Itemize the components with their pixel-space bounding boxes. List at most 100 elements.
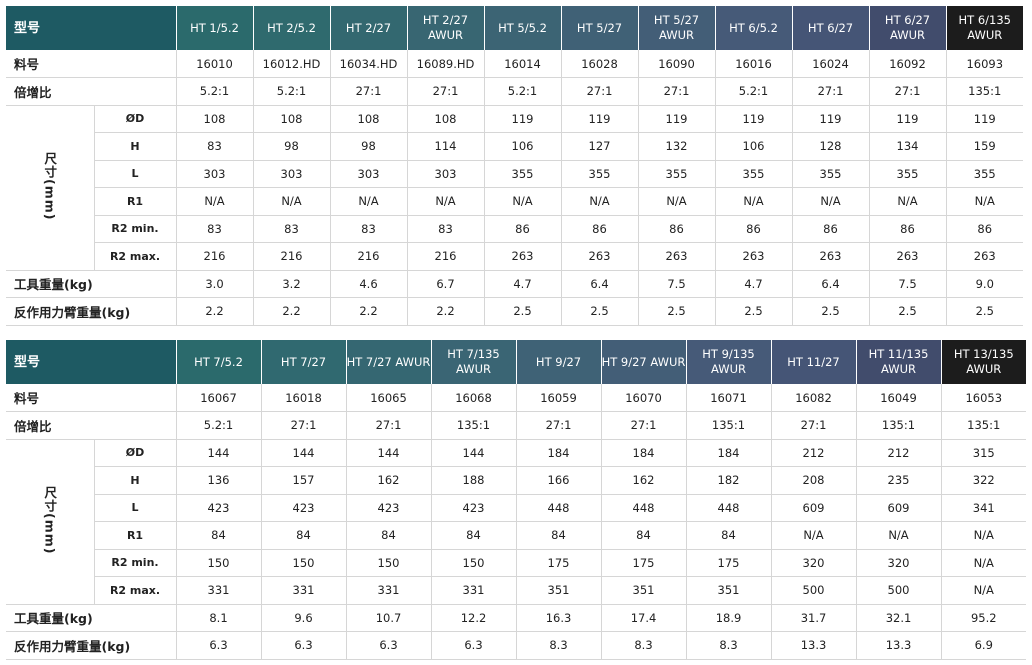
table-cell: 10.7 (346, 604, 432, 632)
table-cell: 188 (431, 466, 517, 495)
table-cell: 2.5 (484, 297, 562, 326)
dimension-sub-label: R2 max. (94, 242, 177, 271)
model-header-cell: HT 6/135 AWUR (946, 6, 1023, 50)
table-cell: 119 (715, 105, 793, 133)
row-label: 倍增比 (6, 411, 177, 440)
table-cell: 423 (346, 494, 432, 522)
model-header-cell: HT 11/135 AWUR (856, 340, 942, 384)
table-cell: 355 (484, 160, 562, 188)
table-cell: 12.2 (431, 604, 517, 632)
table-cell: 6.3 (431, 631, 517, 660)
model-header-cell: HT 5/27 (561, 6, 639, 50)
table-cell: 16018 (261, 384, 347, 412)
table-cell: 355 (715, 160, 793, 188)
table-cell: 83 (330, 215, 408, 243)
table-cell: 162 (346, 466, 432, 495)
table-cell: 423 (176, 494, 262, 522)
table-cell: 157 (261, 466, 347, 495)
table-cell: 27:1 (792, 77, 870, 106)
table-cell: 320 (771, 549, 857, 577)
table-cell: 150 (346, 549, 432, 577)
row-label: 倍增比 (6, 77, 177, 106)
dimension-row: L 303 303 303 303 355 355 355 355 355 355 355 (6, 160, 1023, 188)
arm-weight-row: 反作用力臂重量(kg) 6.3 6.3 6.3 6.3 8.3 8.3 8.3 13.3 13.3… (6, 631, 1026, 660)
dimension-sub-label: R1 (94, 521, 177, 550)
spec-table-2: 型号 HT 7/5.2 HT 7/27 HT 7/27 AWUR HT 7/135 A… (6, 340, 1026, 660)
table-cell: 212 (856, 439, 942, 467)
table-cell: 13.3 (856, 631, 942, 660)
table-cell: 175 (686, 549, 772, 577)
table-cell: 2.5 (946, 297, 1023, 326)
table-cell: 27:1 (771, 411, 857, 440)
table-cell: 108 (253, 105, 331, 133)
dimension-row: 尺寸(mm) ØD 144 144 144 144 184 184 184 212 212 315 (6, 439, 1026, 605)
table-cell: 216 (176, 242, 254, 271)
table-cell: 134 (869, 132, 947, 161)
dimension-sub-label: H (94, 132, 177, 161)
model-header-cell: HT 5/27 AWUR (638, 6, 716, 50)
dimension-sub-label: R1 (94, 187, 177, 216)
dimension-row: R2 max. 331 331 331 331 351 351 351 500 500 N/A (6, 576, 1026, 605)
table-cell: 150 (261, 549, 347, 577)
table-cell: 27:1 (869, 77, 947, 106)
table-cell: 98 (253, 132, 331, 161)
table-cell: 6.9 (941, 631, 1026, 660)
table-cell: 16028 (561, 50, 639, 78)
table-cell: 95.2 (941, 604, 1026, 632)
table-cell: 8.3 (516, 631, 602, 660)
model-header-cell: HT 13/135 AWUR (941, 340, 1026, 384)
table-cell: 16071 (686, 384, 772, 412)
table-cell: 6.3 (261, 631, 347, 660)
table-cell: 16016 (715, 50, 793, 78)
table-cell: 16090 (638, 50, 716, 78)
table-cell: 331 (346, 576, 432, 605)
dimension-row: H 136 157 162 188 166 162 182 208 235 322 (6, 466, 1026, 495)
table-cell: 83 (253, 215, 331, 243)
table-cell: 84 (261, 521, 347, 550)
table-cell: 263 (638, 242, 716, 271)
table-cell: 83 (176, 132, 254, 161)
spec-table-1: 型号 HT 1/5.2 HT 2/5.2 HT 2/27 HT 2/27 AWUR HT… (6, 6, 1023, 326)
table-cell: 320 (856, 549, 942, 577)
table-cell: N/A (561, 187, 639, 216)
table-cell: 182 (686, 466, 772, 495)
table-cell: N/A (869, 187, 947, 216)
table-cell: 84 (601, 521, 687, 550)
table-cell: 144 (261, 439, 347, 467)
dimension-sub-label: L (94, 494, 177, 522)
table-cell: 9.6 (261, 604, 347, 632)
row-label: 工具重量(kg) (6, 270, 177, 298)
table-cell: 86 (792, 215, 870, 243)
table-cell: 263 (715, 242, 793, 271)
table-cell: 235 (856, 466, 942, 495)
table-cell: 106 (484, 132, 562, 161)
table-cell: N/A (407, 187, 485, 216)
table-cell: 114 (407, 132, 485, 161)
table-cell: 144 (431, 439, 517, 467)
table-cell: 303 (253, 160, 331, 188)
dimension-row: R1 N/A N/A N/A N/A N/A N/A N/A N/A N/A N/A N/A (6, 187, 1023, 216)
table-cell: N/A (330, 187, 408, 216)
table-cell: 500 (856, 576, 942, 605)
table-cell: 5.2:1 (176, 411, 262, 440)
table-cell: 135:1 (946, 77, 1023, 106)
dimension-label-text: 尺寸(mm) (42, 151, 58, 221)
table-cell: 331 (176, 576, 262, 605)
table-cell: 331 (431, 576, 517, 605)
table-cell: 16082 (771, 384, 857, 412)
model-header-cell: HT 9/27 (516, 340, 602, 384)
table-cell: 16068 (431, 384, 517, 412)
table-cell: 355 (869, 160, 947, 188)
model-header-cell: HT 11/27 (771, 340, 857, 384)
table-cell: 119 (792, 105, 870, 133)
table-cell: 136 (176, 466, 262, 495)
table-cell: 5.2:1 (176, 77, 254, 106)
table-cell: 144 (176, 439, 262, 467)
table-cell: 448 (601, 494, 687, 522)
table-cell: 31.7 (771, 604, 857, 632)
table-cell: 98 (330, 132, 408, 161)
table-cell: 150 (431, 549, 517, 577)
table-cell: 208 (771, 466, 857, 495)
model-header-cell: HT 5/5.2 (484, 6, 562, 50)
dimension-sub-label: H (94, 466, 177, 495)
